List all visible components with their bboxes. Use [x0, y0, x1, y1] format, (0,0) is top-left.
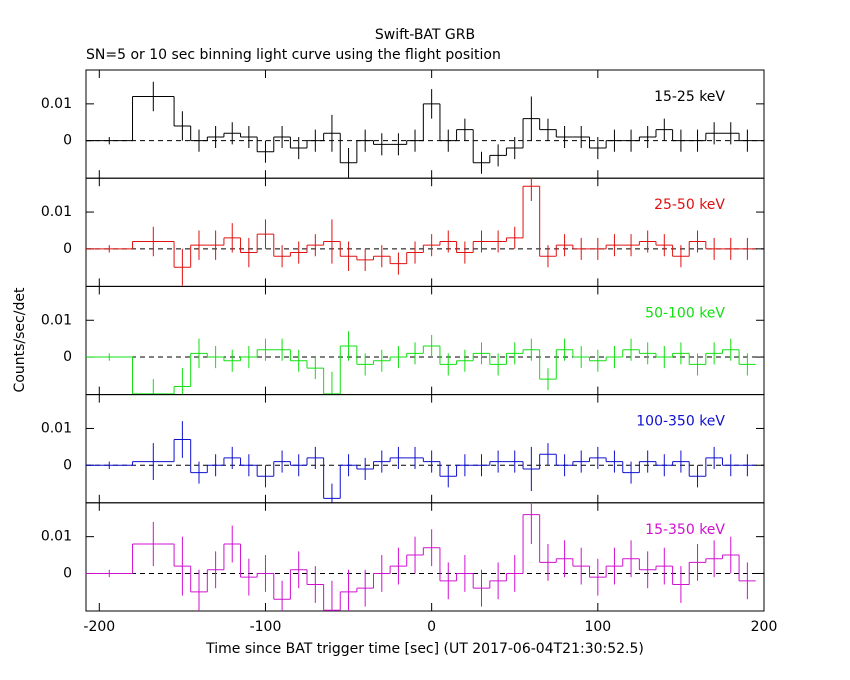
- x-tick-label: -100: [250, 619, 282, 635]
- x-tick-label: 200: [751, 619, 778, 635]
- y-tick-label: 0: [63, 457, 72, 473]
- y-tick-label: 0: [63, 349, 72, 365]
- series: [86, 331, 756, 395]
- chart-subtitle: SN=5 or 10 sec binning light curve using…: [86, 47, 501, 63]
- y-axis-label: Counts/sec/det: [12, 287, 28, 392]
- y-tick-label: 0: [63, 241, 72, 257]
- x-tick-label: -200: [83, 619, 115, 635]
- x-axis-label: Time since BAT trigger time [sec] (UT 20…: [205, 641, 644, 657]
- y-tick-label: 0.01: [41, 420, 72, 436]
- panel-frame: [85, 394, 765, 504]
- x-tick-label: 0: [427, 619, 436, 635]
- series: [86, 421, 756, 503]
- legend-label: 15-25 keV: [654, 89, 725, 105]
- y-tick-label: 0.01: [41, 312, 72, 328]
- legend-label: 25-50 keV: [654, 197, 725, 213]
- y-tick-label: 0.01: [41, 529, 72, 545]
- legend-label: 15-350 keV: [645, 522, 725, 538]
- legend-label: 50-100 keV: [645, 305, 725, 321]
- legend-label: 100-350 keV: [636, 414, 725, 430]
- panel-frame: [85, 502, 765, 612]
- panel-frame: [85, 69, 765, 179]
- series: [86, 178, 756, 286]
- chart-title: Swift-BAT GRB: [375, 27, 475, 43]
- y-tick-label: 0: [63, 565, 72, 581]
- y-tick-label: 0.01: [41, 204, 72, 220]
- y-tick-label: 0: [63, 133, 72, 149]
- panel-frame: [85, 177, 765, 287]
- y-tick-label: 0.01: [41, 96, 72, 112]
- series: [86, 81, 756, 178]
- x-tick-label: 100: [584, 619, 611, 635]
- panel-frame: [85, 285, 765, 396]
- series: [86, 502, 756, 611]
